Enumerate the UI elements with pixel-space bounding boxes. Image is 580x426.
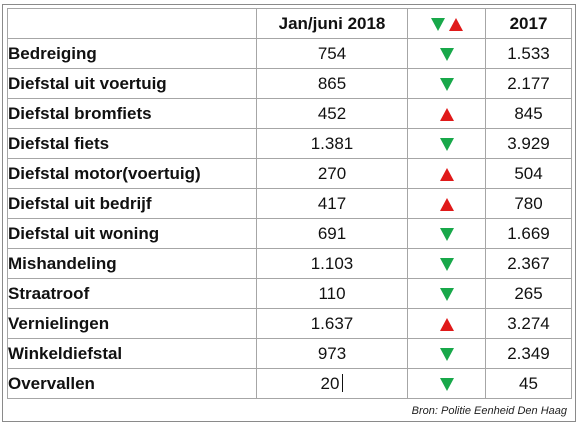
- table-row: Diefstal fiets 1.381 3.929: [7, 128, 572, 159]
- value-2018: 973: [256, 338, 408, 369]
- table-body: Bedreiging 754 1.533 Diefstal uit voertuig 8…: [7, 38, 572, 399]
- value-2018: 1.103: [256, 248, 408, 279]
- trend-cell: [407, 128, 486, 159]
- trend-cell: [407, 218, 486, 249]
- value-2017: 45: [485, 368, 572, 399]
- value-2017: 780: [485, 188, 572, 219]
- value-2018: 20: [256, 368, 408, 399]
- table-row: Mishandeling 1.103 2.367: [7, 248, 572, 279]
- triangle-down-icon: [439, 287, 454, 301]
- value-2017: 2.177: [485, 68, 572, 99]
- value-2018-text: 865: [317, 73, 347, 93]
- trend-cell: [407, 188, 486, 219]
- source-note: Bron: Politie Eenheid Den Haag: [411, 405, 567, 417]
- row-label: Winkeldiefstal: [7, 338, 257, 369]
- value-2018-text: 20: [320, 373, 340, 393]
- trend-cell: [407, 158, 486, 189]
- triangle-up-icon: [439, 107, 454, 121]
- row-label: Vernielingen: [7, 308, 257, 339]
- triangle-down-icon: [439, 137, 454, 151]
- value-2017: 2.349: [485, 338, 572, 369]
- trend-cell: [407, 98, 486, 129]
- value-2018-text: 1.637: [310, 313, 354, 333]
- text-cursor: [342, 374, 344, 393]
- value-2018-text: 1.381: [310, 133, 354, 153]
- value-2018-text: 417: [317, 193, 347, 213]
- value-2017: 845: [485, 98, 572, 129]
- value-2018-text: 691: [317, 223, 347, 243]
- value-2018-text: 754: [317, 43, 347, 63]
- value-2017: 2.367: [485, 248, 572, 279]
- triangle-down-icon: [439, 347, 454, 361]
- value-2017: 1.533: [485, 38, 572, 69]
- row-label: Bedreiging: [7, 38, 257, 69]
- triangle-down-icon: [430, 17, 445, 31]
- value-2018: 691: [256, 218, 408, 249]
- triangle-down-icon: [439, 377, 454, 391]
- row-label: Overvallen: [7, 368, 257, 399]
- triangle-up-icon: [439, 167, 454, 181]
- row-label: Diefstal uit bedrijf: [7, 188, 257, 219]
- table-frame: Jan/juni 2018 2017 Bedreiging 754 1.533 Die…: [2, 4, 576, 422]
- row-label: Diefstal motor(voertuig): [7, 158, 257, 189]
- value-2018: 1.637: [256, 308, 408, 339]
- value-2017: 1.669: [485, 218, 572, 249]
- row-label: Diefstal fiets: [7, 128, 257, 159]
- value-2018: 110: [256, 278, 408, 309]
- value-2017: 3.929: [485, 128, 572, 159]
- trend-cell: [407, 338, 486, 369]
- header-2018: Jan/juni 2018: [256, 8, 408, 39]
- triangle-up-icon: [448, 17, 463, 31]
- trend-cell: [407, 308, 486, 339]
- triangle-down-icon: [439, 257, 454, 271]
- value-2017: 3.274: [485, 308, 572, 339]
- trend-cell: [407, 248, 486, 279]
- header-name: [7, 8, 257, 39]
- trend-cell: [407, 368, 486, 399]
- value-2017: 504: [485, 158, 572, 189]
- triangle-down-icon: [439, 227, 454, 241]
- trend-cell: [407, 278, 486, 309]
- table-row: Diefstal uit bedrijf 417 780: [7, 188, 572, 219]
- value-2018: 452: [256, 98, 408, 129]
- value-2018-text: 452: [317, 103, 347, 123]
- row-label: Diefstal uit woning: [7, 218, 257, 249]
- value-2018: 1.381: [256, 128, 408, 159]
- triangle-up-icon: [439, 197, 454, 211]
- row-label: Straatroof: [7, 278, 257, 309]
- triangle-down-icon: [439, 77, 454, 91]
- table-row: Overvallen 20 45: [7, 368, 572, 399]
- table-row: Vernielingen 1.637 3.274: [7, 308, 572, 339]
- header-trend: [407, 8, 486, 39]
- value-2018-text: 270: [317, 163, 347, 183]
- table-row: Winkeldiefstal 973 2.349: [7, 338, 572, 369]
- row-label: Diefstal uit voertuig: [7, 68, 257, 99]
- value-2018: 417: [256, 188, 408, 219]
- header-row: Jan/juni 2018 2017: [7, 8, 572, 39]
- value-2018: 270: [256, 158, 408, 189]
- value-2018: 754: [256, 38, 408, 69]
- value-2018: 865: [256, 68, 408, 99]
- table-row: Bedreiging 754 1.533: [7, 38, 572, 69]
- table-row: Diefstal uit woning 691 1.669: [7, 218, 572, 249]
- value-2018-text: 973: [317, 343, 347, 363]
- table-row: Diefstal bromfiets 452 845: [7, 98, 572, 129]
- table-row: Diefstal motor(voertuig) 270 504: [7, 158, 572, 189]
- trend-cell: [407, 68, 486, 99]
- header-2017: 2017: [485, 8, 572, 39]
- row-label: Diefstal bromfiets: [7, 98, 257, 129]
- table-row: Diefstal uit voertuig 865 2.177: [7, 68, 572, 99]
- value-2017: 265: [485, 278, 572, 309]
- value-2018-text: 110: [318, 283, 346, 303]
- row-label: Mishandeling: [7, 248, 257, 279]
- table-row: Straatroof 110 265: [7, 278, 572, 309]
- triangle-up-icon: [439, 317, 454, 331]
- triangle-down-icon: [439, 47, 454, 61]
- trend-cell: [407, 38, 486, 69]
- value-2018-text: 1.103: [310, 253, 354, 273]
- crime-stats-table: Jan/juni 2018 2017 Bedreiging 754 1.533 Die…: [7, 8, 572, 399]
